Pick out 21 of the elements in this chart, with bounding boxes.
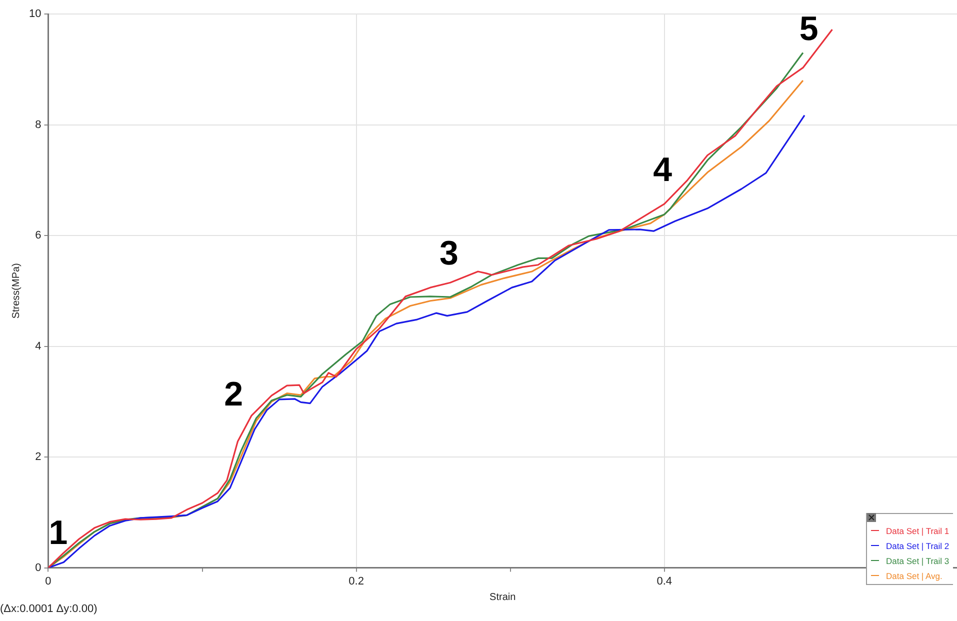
annotation: 2 xyxy=(224,375,244,414)
x-axis-title: Strain xyxy=(490,592,516,603)
x-tick-label: 0 xyxy=(45,575,52,588)
legend-label: Data Set | Trail 2 xyxy=(886,540,950,550)
legend-label: Data Set | Trail 1 xyxy=(886,526,950,536)
text: (Δx:0.0001 Δy:0.00) xyxy=(0,603,98,615)
y-tick-label: 2 xyxy=(35,451,42,464)
legend-label: Data Set | Trail 3 xyxy=(886,556,950,566)
x-tick-label: 0.4 xyxy=(656,575,672,588)
y-axis-title: Stress(MPa) xyxy=(10,263,22,319)
y-tick-label: 10 xyxy=(28,8,42,20)
y-tick-label: 8 xyxy=(35,118,42,131)
y-tick-label: 6 xyxy=(35,230,42,242)
annotation: 5 xyxy=(799,10,818,48)
y-tick-label: 4 xyxy=(35,340,42,352)
y-tick-label: 0 xyxy=(35,562,42,574)
annotation: 4 xyxy=(653,151,672,190)
annotation: 3 xyxy=(440,234,458,272)
legend-label: Data Set | Avg. xyxy=(886,570,942,580)
x-tick-label: 0.2 xyxy=(348,575,364,588)
annotation: 1 xyxy=(48,514,68,552)
